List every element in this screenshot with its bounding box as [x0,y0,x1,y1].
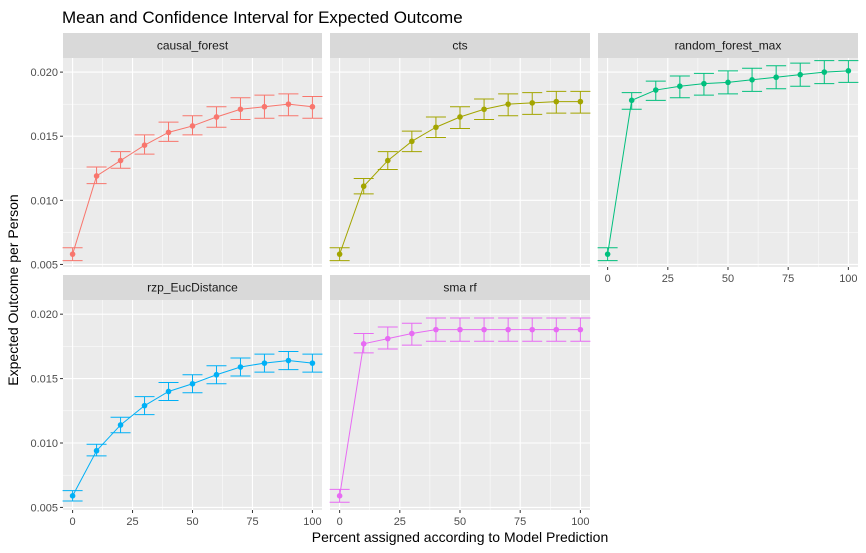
data-point [409,138,415,145]
panel-strip [330,275,590,300]
y-tick-label: 0.010 [30,438,58,450]
data-point [529,100,536,106]
x-tick-label: 100 [571,516,589,528]
data-point [93,447,100,454]
data-point [213,114,220,120]
data-point [725,79,731,86]
data-point [797,71,804,78]
data-point [165,388,172,395]
data-point [577,326,584,333]
data-point [360,341,367,347]
panel-rzp-EucDistance: rzp_EucDistance 0.005 0.010 0.015 0.020 0 25 50… [30,275,323,528]
data-point [336,493,343,499]
data-point [652,87,659,93]
panel-strip [598,33,858,58]
data-point [69,493,76,499]
data-point [628,97,635,104]
panel-sma-rf: sma rf 0 25 50 75 100 [329,275,591,528]
data-point [165,129,172,136]
x-tick-label: 25 [394,516,406,528]
x-tick-label: 50 [722,273,734,285]
x-tick-label: 100 [839,273,857,285]
data-point [117,157,124,164]
panel-causal-forest: causal_forest 0.005 0.010 0.015 0.020 [30,33,323,271]
data-point [481,326,487,333]
data-point [701,80,707,87]
data-point [529,326,536,333]
x-tick-label: 25 [126,516,138,528]
data-point [141,402,148,409]
data-point [309,360,316,366]
data-point [457,114,463,120]
x-tick-label: 0 [337,516,343,528]
data-point [189,123,196,129]
panels-group: causal_forest 0.005 0.010 0.015 0.020 cts rand… [30,33,859,528]
y-tick-label: 0.020 [30,67,58,79]
x-tick-label: 25 [662,273,674,285]
chart-title: Mean and Confidence Interval for Expecte… [62,8,463,27]
data-point [677,83,683,90]
data-point [285,357,292,364]
x-tick-label: 0 [605,273,611,285]
panel-random-forest-max: random_forest_max 0 25 50 75 100 [597,33,859,285]
data-point [845,68,852,74]
panel-strip [63,33,322,58]
data-point [553,98,560,105]
y-tick-label: 0.005 [30,259,58,271]
data-point [409,330,415,337]
data-point [336,251,343,257]
data-point [189,380,196,387]
data-point [433,326,439,333]
data-point [213,371,220,378]
panel-strip-label: cts [452,39,467,53]
data-point [481,106,487,113]
data-point [553,326,560,333]
data-point [141,142,148,148]
data-point [577,98,584,105]
y-tick-label: 0.015 [30,131,58,143]
data-point [237,364,244,370]
x-axis-title: Percent assigned according to Model Pred… [312,529,609,545]
panel-cts: cts [329,33,591,267]
x-tick-label: 50 [454,516,466,528]
x-tick-label: 50 [186,516,198,528]
data-point [117,422,124,428]
data-point [384,157,391,164]
panel-strip-label: causal_forest [157,39,229,53]
data-point [93,173,100,179]
data-point [604,251,611,257]
panel-strip-label: rzp_EucDistance [147,281,238,295]
y-tick-label: 0.015 [30,374,58,386]
data-point [237,106,244,113]
data-point [749,76,755,83]
data-point [433,124,439,131]
data-point [505,101,511,107]
y-tick-label: 0.020 [30,309,58,321]
x-tick-label: 75 [514,516,526,528]
panel-strip-label: random_forest_max [675,39,782,53]
data-point [457,326,463,333]
data-point [261,103,268,110]
x-tick-label: 0 [70,516,76,528]
data-point [384,335,391,342]
data-point [360,183,367,190]
y-axis-title: Expected Outcome per Person [5,194,21,385]
panel-strip [330,33,590,58]
data-point [261,360,268,366]
x-tick-label: 75 [782,273,794,285]
data-point [309,103,316,110]
panel-strip [63,275,322,300]
x-tick-label: 100 [303,516,321,528]
data-point [69,251,76,257]
panel-strip-label: sma rf [443,281,477,295]
data-point [821,69,828,75]
x-tick-label: 75 [246,516,258,528]
y-tick-label: 0.005 [30,502,58,514]
data-point [505,326,511,333]
y-tick-label: 0.010 [30,195,58,207]
data-point [773,74,779,81]
data-point [285,101,292,107]
